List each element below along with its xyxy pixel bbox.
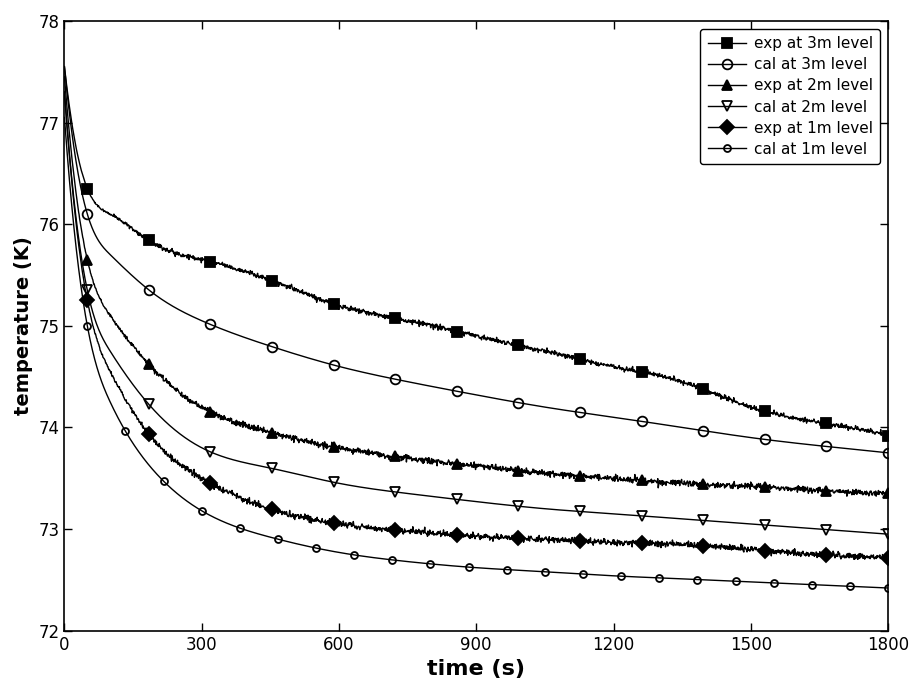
X-axis label: time (s): time (s) bbox=[427, 659, 525, 679]
Y-axis label: temperature (K): temperature (K) bbox=[14, 236, 33, 415]
Legend: exp at 3m level, cal at 3m level, exp at 2m level, cal at 2m level, exp at 1m le: exp at 3m level, cal at 3m level, exp at… bbox=[701, 28, 881, 164]
